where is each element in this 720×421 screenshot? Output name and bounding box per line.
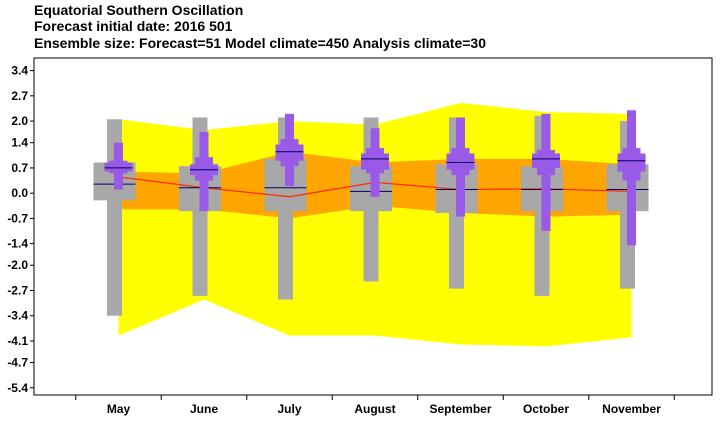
y-tick-label: -0.7 <box>7 211 28 225</box>
x-tick-label: June <box>190 402 218 416</box>
y-tick-label: 2.7 <box>11 89 28 103</box>
title-line: Equatorial Southern Oscillation <box>34 2 243 18</box>
forecast-inner-box <box>104 162 133 172</box>
x-tick-label: October <box>523 402 569 416</box>
y-tick-label: 3.4 <box>11 64 28 78</box>
y-tick-label: -2.0 <box>7 258 28 272</box>
forecast-inner-box <box>532 153 560 168</box>
chart-title: Equatorial Southern Oscillation Forecast… <box>34 2 486 51</box>
x-tick-label: August <box>354 402 395 416</box>
plot-frame <box>33 57 713 396</box>
x-tick-label: September <box>429 402 491 416</box>
y-tick-label: -3.4 <box>7 309 28 323</box>
forecast-inner-box <box>361 153 389 170</box>
forecast-inner-box <box>617 153 646 172</box>
title-line: Forecast initial date: 2016 501 <box>34 18 233 34</box>
y-tick-label: -1.4 <box>7 237 28 251</box>
y-tick-label: 1.4 <box>11 136 28 150</box>
y-tick-label: 0.7 <box>11 161 28 175</box>
y-tick-label: -2.7 <box>7 283 28 297</box>
y-tick-label: -4.1 <box>7 334 28 348</box>
y-axis: 3.4 2.7 2.0 1.4 0.7 0.0 -0.7 -1.4 -2.0 -2.7 -3.4 -4… <box>7 64 34 395</box>
x-axis: May June July August September October Novembe… <box>75 395 675 416</box>
y-tick-label: -5.4 <box>7 381 28 395</box>
title-line: Ensemble size: Forecast=51 Model climate… <box>34 35 486 51</box>
y-tick-label: 2.0 <box>11 114 28 128</box>
y-tick-label: 0.0 <box>11 186 28 200</box>
x-tick-label: July <box>277 402 301 416</box>
x-tick-label: May <box>107 402 131 416</box>
y-tick-label: -4.7 <box>7 356 28 370</box>
plot-area <box>33 57 713 396</box>
forecast-inner-box <box>446 153 475 170</box>
forecast-inner-box <box>275 144 304 161</box>
x-tick-label: November <box>602 402 661 416</box>
